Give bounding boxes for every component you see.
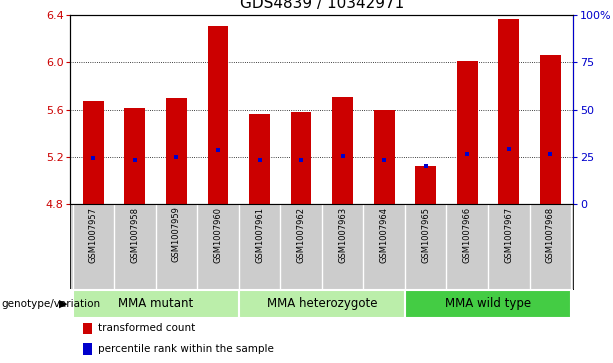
Text: GSM1007967: GSM1007967 <box>504 207 513 263</box>
Text: GSM1007960: GSM1007960 <box>213 207 223 262</box>
Text: MMA mutant: MMA mutant <box>118 297 193 310</box>
Bar <box>238 290 405 318</box>
Text: GSM1007968: GSM1007968 <box>546 207 555 263</box>
Bar <box>291 112 311 204</box>
Text: GSM1007959: GSM1007959 <box>172 207 181 262</box>
Title: GDS4839 / 10342971: GDS4839 / 10342971 <box>240 0 404 11</box>
Text: GSM1007966: GSM1007966 <box>463 207 472 263</box>
Bar <box>124 109 145 204</box>
Text: GSM1007957: GSM1007957 <box>89 207 98 262</box>
Text: GSM1007965: GSM1007965 <box>421 207 430 262</box>
Bar <box>405 290 571 318</box>
Text: genotype/variation: genotype/variation <box>1 299 101 309</box>
Text: GSM1007964: GSM1007964 <box>379 207 389 262</box>
Bar <box>72 290 238 318</box>
Bar <box>540 56 561 204</box>
Bar <box>457 61 478 204</box>
Bar <box>332 97 353 204</box>
Text: GSM1007962: GSM1007962 <box>297 207 305 262</box>
Bar <box>374 110 395 204</box>
Bar <box>498 19 519 204</box>
Text: MMA wild type: MMA wild type <box>445 297 531 310</box>
Text: ▶: ▶ <box>59 299 67 309</box>
Bar <box>83 322 92 334</box>
Bar <box>208 26 229 204</box>
Bar <box>83 101 104 204</box>
Text: percentile rank within the sample: percentile rank within the sample <box>98 344 274 354</box>
Text: GSM1007961: GSM1007961 <box>255 207 264 262</box>
Text: MMA heterozygote: MMA heterozygote <box>267 297 377 310</box>
Text: GSM1007963: GSM1007963 <box>338 207 347 263</box>
Bar <box>249 114 270 204</box>
Bar <box>166 98 187 204</box>
Text: transformed count: transformed count <box>98 323 196 333</box>
Text: GSM1007958: GSM1007958 <box>131 207 139 262</box>
Bar <box>83 343 92 355</box>
Bar <box>415 166 436 204</box>
